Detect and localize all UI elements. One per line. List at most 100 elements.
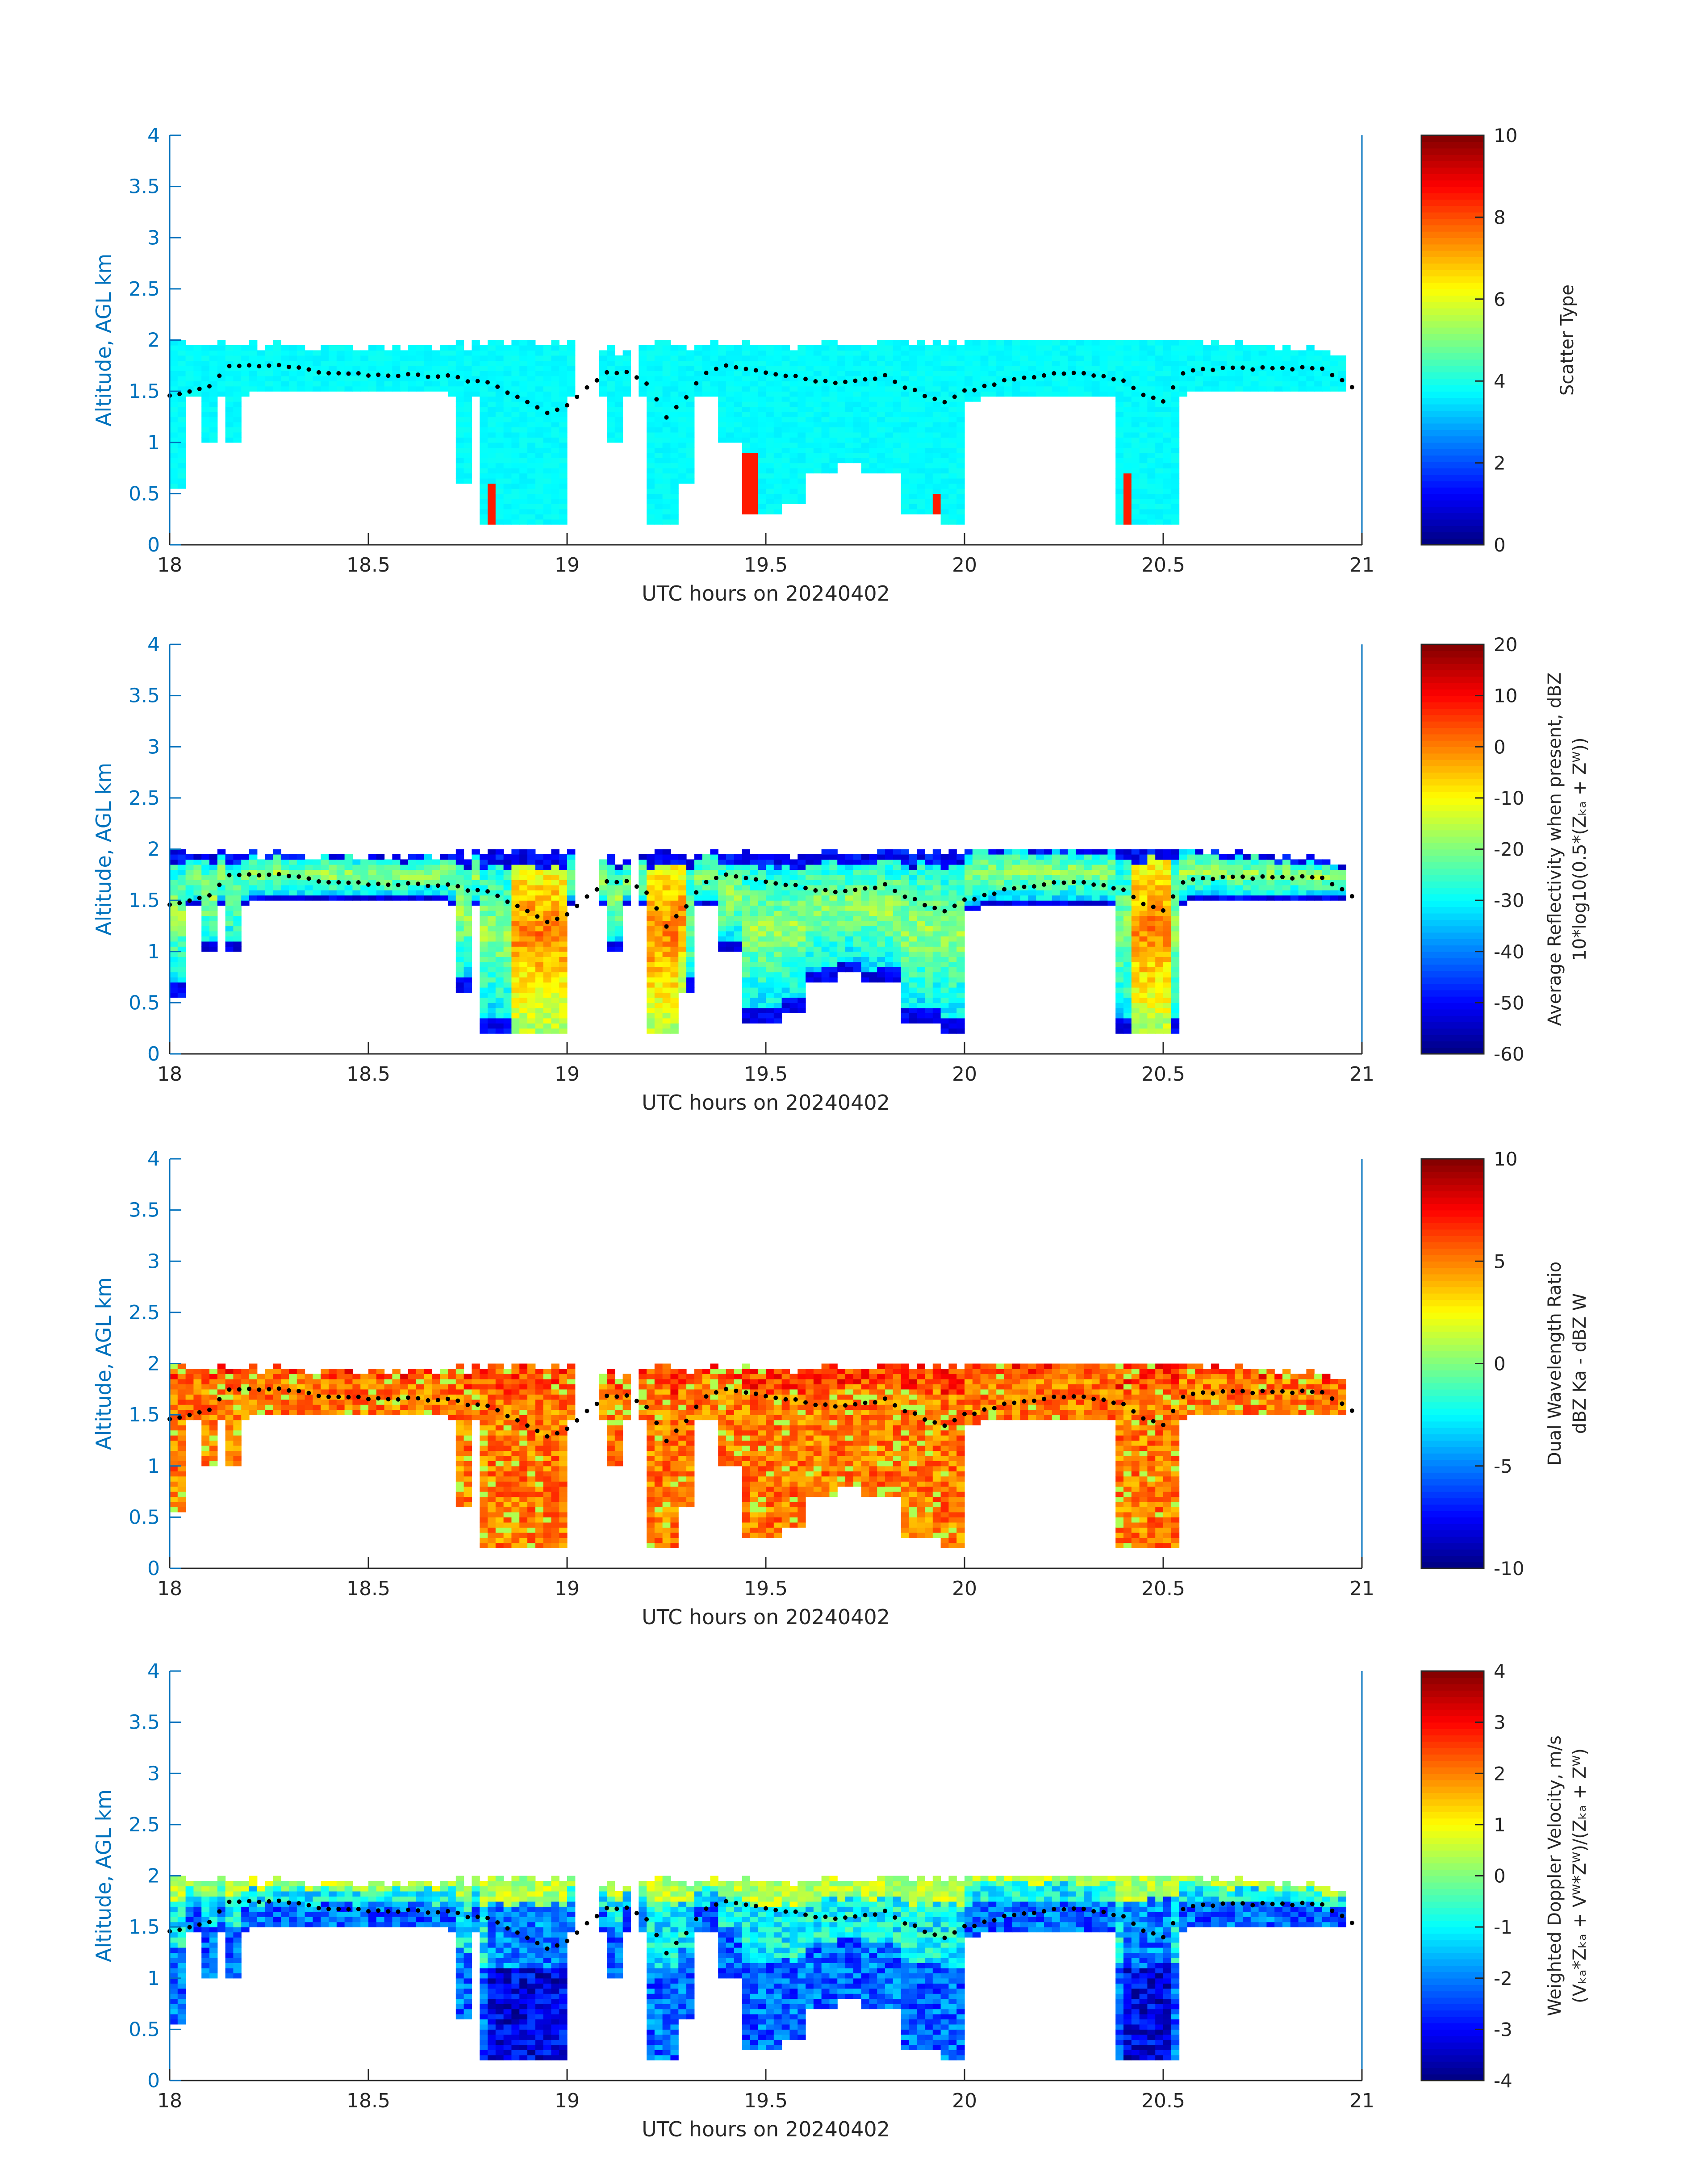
heatmap-cell [1282,386,1291,392]
heatmap-cell [956,437,965,443]
heatmap-cell [1147,422,1156,427]
heatmap-cell [1139,473,1148,479]
heatmap-cell [1147,406,1156,412]
heatmap-cell [877,458,885,464]
heatmap-cell [209,396,218,402]
heatmap-cell [551,972,560,978]
heatmap-cell [750,350,758,356]
heatmap-cell [869,946,877,952]
layer-dot [1061,371,1066,376]
heatmap-cell [511,1028,520,1034]
colorbar-label: Scatter Type [1557,284,1578,396]
heatmap-cell [1123,458,1132,464]
heatmap-cell [464,900,472,906]
heatmap-cell [678,345,687,351]
heatmap-cell [440,895,448,901]
heatmap-cell [917,946,925,952]
colorbar-step [1421,346,1484,353]
heatmap-cell [177,340,186,346]
heatmap-cell [806,447,814,453]
heatmap-cell [1139,360,1148,366]
heatmap-cell [845,355,854,361]
heatmap-cell [599,386,607,392]
heatmap-cell [488,931,496,936]
heatmap-cell [440,376,448,381]
heatmap-cell [1314,360,1323,366]
heatmap-cell [535,885,544,890]
heatmap-cell [948,345,957,351]
heatmap-cell [662,921,671,927]
heatmap-cell [1155,498,1164,504]
heatmap-cell [917,473,925,479]
heatmap-cell [543,458,551,464]
heatmap-cell [877,961,885,967]
heatmap-cell [432,895,440,901]
heatmap-cell [789,417,798,422]
heatmap-cell [766,957,774,962]
layer-dot [982,384,987,389]
heatmap-cell [956,1023,965,1029]
heatmap-cell [448,864,456,870]
heatmap-cell [758,911,766,916]
heatmap-cell [758,447,766,453]
heatmap-cell [1139,412,1148,418]
heatmap-cell [932,946,941,952]
heatmap-cell [384,874,393,880]
heatmap-cell [853,401,862,407]
heatmap-cell [400,895,409,901]
heatmap-cell [710,340,718,346]
heatmap-cell [480,386,488,392]
heatmap-cell [877,849,885,855]
heatmap-cell [781,463,790,468]
heatmap-cell [614,406,623,412]
heatmap-cell [209,350,218,356]
heatmap-cell [464,386,472,392]
heatmap-cell [647,458,655,464]
heatmap-cell [821,468,830,474]
heatmap-cell [925,422,933,427]
heatmap-cell [1004,391,1013,397]
heatmap-cell [909,951,917,957]
heatmap-cell [225,859,234,865]
heatmap-cell [472,900,480,906]
heatmap-cell [662,509,671,514]
heatmap-cell [877,386,885,392]
heatmap-cell [972,376,981,381]
heatmap-cell [511,874,520,880]
heatmap-cell [241,895,250,901]
heatmap-cell [1155,432,1164,438]
heatmap-cell [535,967,544,973]
heatmap-cell [305,880,313,886]
heatmap-cell [1115,355,1124,361]
heatmap-cell [416,386,425,392]
heatmap-cell [480,473,488,479]
heatmap-cell [551,1007,560,1013]
heatmap-cell [177,987,186,993]
heatmap-cell [789,422,798,427]
heatmap-cell [455,911,464,916]
heatmap-cell [773,890,782,896]
heatmap-cell [1131,417,1140,422]
heatmap-cell [511,340,520,346]
heatmap-cell [464,977,472,983]
colorbar-tick-label: 6 [1494,288,1506,310]
heatmap-cell [607,381,615,387]
heatmap-cell [647,869,655,875]
heatmap-cell [861,874,869,880]
heatmap-cell [917,849,925,855]
heatmap-cell [503,478,512,484]
heatmap-cell [503,869,512,875]
heatmap-cell [511,854,520,860]
heatmap-cell [710,391,718,397]
heatmap-cell [647,371,655,376]
heatmap-cell [932,931,941,936]
heatmap-cell [543,498,551,504]
heatmap-cell [1076,340,1084,346]
heatmap-cell [1091,345,1100,351]
heatmap-cell [798,859,806,865]
heatmap-cell [455,381,464,387]
heatmap-cell [170,864,178,870]
heatmap-cell [336,874,345,880]
heatmap-cell [940,406,949,412]
heatmap-cell [718,350,727,356]
